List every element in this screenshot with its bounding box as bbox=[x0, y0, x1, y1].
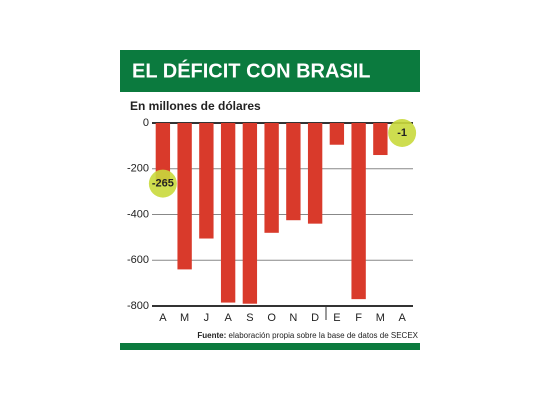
bar bbox=[264, 123, 279, 233]
x-tick-label: F bbox=[355, 312, 362, 324]
bar bbox=[373, 123, 388, 156]
y-tick-label: -600 bbox=[127, 254, 149, 266]
x-tick-label: N bbox=[289, 312, 297, 324]
y-tick-label: -400 bbox=[127, 208, 149, 220]
x-tick-label: M bbox=[376, 312, 385, 324]
data-label: -265 bbox=[152, 178, 174, 190]
bar bbox=[351, 123, 366, 300]
bar bbox=[177, 123, 192, 270]
x-tick-label: S bbox=[246, 312, 253, 324]
bar bbox=[220, 123, 236, 303]
x-tick-label: M bbox=[180, 312, 189, 324]
x-tick-label: A bbox=[159, 312, 167, 324]
label-badge bbox=[148, 169, 177, 198]
x-tick-label: J bbox=[204, 312, 210, 324]
header-bar bbox=[120, 50, 420, 92]
footer-bar bbox=[120, 343, 420, 350]
source: Fuente: elaboración propia sobre la base… bbox=[197, 331, 418, 340]
x-tick-label: A bbox=[224, 312, 232, 324]
x-tick-label: E bbox=[333, 312, 340, 324]
y-tick-label: -800 bbox=[127, 300, 149, 312]
bar bbox=[242, 123, 258, 304]
bar bbox=[329, 123, 345, 145]
x-tick-label: D bbox=[311, 312, 319, 324]
x-tick-label: O bbox=[267, 312, 276, 324]
source-label: Fuente: bbox=[197, 331, 226, 340]
bar bbox=[286, 123, 301, 221]
x-tick-label: A bbox=[398, 312, 406, 324]
source-text: elaboración propia sobre la base de dato… bbox=[229, 331, 419, 340]
chart-title: EL DÉFICIT CON BRASIL bbox=[132, 59, 371, 82]
y-tick-label: -200 bbox=[127, 163, 149, 175]
bar bbox=[307, 123, 323, 224]
y-tick-label: 0 bbox=[143, 117, 149, 129]
data-label: -1 bbox=[397, 127, 407, 139]
label-badge bbox=[388, 119, 417, 147]
bar bbox=[199, 123, 214, 239]
bar bbox=[155, 123, 171, 184]
subtitle: En millones de dólares bbox=[130, 99, 261, 113]
